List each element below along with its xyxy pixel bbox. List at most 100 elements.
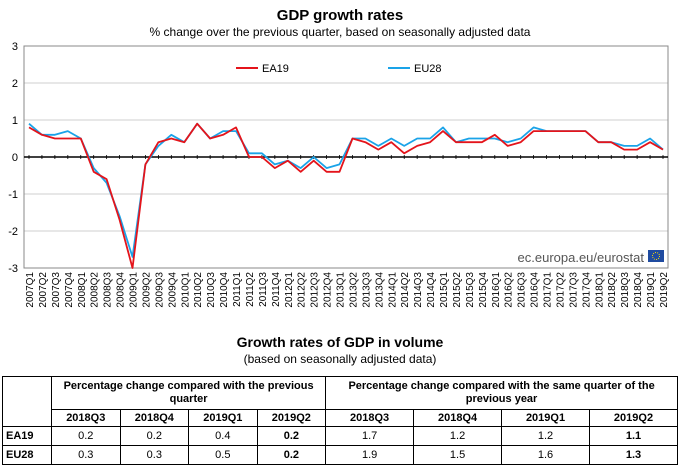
x-tick-label: 2015Q2 [452, 272, 463, 308]
x-tick-label: 2011Q3 [258, 272, 269, 307]
group-header-yoy: Percentage change compared with the same… [325, 376, 678, 410]
x-tick-label: 2007Q4 [64, 272, 75, 308]
x-tick-label: 2011Q1 [232, 272, 243, 307]
x-tick-label: 2019Q2 [659, 272, 670, 308]
table-cell: 1.2 [413, 426, 503, 446]
group-header-qoq: Percentage change compared with the prev… [50, 376, 327, 410]
x-tick-label: 2015Q4 [478, 272, 489, 308]
table-cell: 1.9 [325, 445, 415, 465]
table-cell: 0.4 [188, 426, 258, 446]
x-tick-label: 2018Q4 [633, 272, 644, 308]
x-tick-label: 2008Q2 [90, 272, 101, 308]
x-tick-label: 2018Q2 [607, 272, 618, 308]
table-cell: 1.5 [413, 445, 503, 465]
y-tick-label: 3 [12, 41, 18, 53]
x-tick-label: 2012Q3 [310, 272, 321, 308]
y-tick-label: 0 [12, 152, 18, 164]
row-label: EA19 [2, 426, 52, 446]
table-cell: 1.6 [501, 445, 590, 465]
table-cell: 1.7 [325, 426, 415, 446]
x-tick-label: 2012Q4 [323, 272, 334, 308]
eu-flag-icon [648, 250, 664, 262]
period-header: 2018Q4 [119, 409, 190, 427]
x-tick-label: 2012Q2 [297, 272, 308, 308]
x-tick-label: 2010Q3 [206, 272, 217, 308]
table-row: EA19 0.2 0.2 0.4 0.2 1.7 1.2 1.2 1.1 [2, 426, 678, 446]
x-tick-label: 2016Q2 [504, 272, 515, 308]
x-tick-label: 2014Q3 [413, 272, 424, 308]
period-header: 2018Q3 [325, 409, 415, 427]
x-tick-label: 2012Q1 [284, 272, 295, 308]
x-tick-label: 2013Q1 [336, 272, 347, 308]
period-header: 2019Q1 [501, 409, 590, 427]
table-cell: 0.2 [119, 426, 190, 446]
x-tick-label: 2009Q4 [167, 272, 178, 308]
x-tick-label: 2014Q2 [400, 272, 411, 308]
x-tick-label: 2018Q3 [620, 272, 631, 308]
legend: EA19 EU28 [236, 63, 442, 75]
x-tick-label: 2014Q1 [387, 272, 398, 308]
y-tick-label: 2 [12, 78, 18, 90]
x-tick-label: 2019Q1 [646, 272, 657, 308]
x-tick-label: 2011Q2 [245, 272, 256, 307]
chart-title: GDP growth rates [277, 7, 403, 24]
period-header: 2018Q3 [51, 409, 121, 427]
period-header: 2019Q2 [589, 409, 678, 427]
x-tick-label: 2013Q2 [348, 272, 359, 308]
x-tick-label: 2013Q4 [374, 272, 385, 308]
x-tick-label: 2010Q4 [219, 272, 230, 308]
series-line-ea19 [28, 122, 664, 269]
period-header: 2019Q2 [256, 409, 327, 427]
table-group-header-row: Percentage change compared with the prev… [2, 376, 678, 427]
table-cell: 1.2 [501, 426, 590, 446]
row-label: EU28 [2, 445, 52, 465]
x-tick-label: 2014Q4 [426, 272, 437, 308]
x-tick-label: 2007Q2 [38, 272, 49, 308]
x-tick-label: 2017Q1 [543, 272, 554, 308]
table-cell: 0.2 [256, 426, 327, 446]
x-tick-label: 2013Q3 [361, 272, 372, 308]
x-tick-label: 2007Q3 [51, 272, 62, 308]
legend-ea19-label: EA19 [262, 63, 289, 75]
x-tick-label: 2008Q1 [77, 272, 88, 308]
y-tick-label: -1 [8, 189, 18, 201]
period-header: 2019Q1 [188, 409, 258, 427]
x-tick-label: 2016Q3 [517, 272, 528, 308]
chart-subtitle: % change over the previous quarter, base… [150, 25, 531, 39]
table-cell: 0.2 [256, 445, 327, 465]
x-tick-label: 2008Q3 [103, 272, 114, 308]
table-period-header-row: 2018Q3 2018Q4 2019Q1 2019Q2 2018Q3 2018Q… [3, 409, 678, 427]
source-label: ec.europa.eu/eurostat [518, 250, 645, 265]
x-tick-label: 2016Q4 [530, 272, 541, 308]
table-cell: 0.3 [51, 445, 121, 465]
x-tick-label: 2009Q1 [129, 272, 140, 308]
gdp-growth-chart: GDP growth rates % change over the previ… [8, 7, 670, 308]
table-cell: 0.2 [51, 426, 121, 446]
table-cell: 1.3 [589, 445, 678, 465]
x-tick-label: 2015Q3 [465, 272, 476, 308]
x-tick-label: 2009Q3 [154, 272, 165, 308]
table-subtitle: (based on seasonally adjusted data) [243, 352, 437, 366]
x-tick-label: 2008Q4 [116, 272, 127, 308]
x-tick-label: 2011Q4 [271, 272, 282, 307]
x-tick-label: 2010Q2 [193, 272, 204, 308]
y-tick-label: -3 [8, 263, 18, 275]
x-tick-label: 2017Q2 [555, 272, 566, 308]
x-tick-label: 2009Q2 [141, 272, 152, 308]
table-cell: 1.1 [589, 426, 678, 446]
period-header: 2018Q4 [413, 409, 503, 427]
table-cell: 0.3 [119, 445, 190, 465]
x-tick-label: 2016Q1 [491, 272, 502, 308]
table-row: EU28 0.3 0.3 0.5 0.2 1.9 1.5 1.6 1.3 [2, 445, 678, 465]
x-tick-label: 2017Q3 [568, 272, 579, 308]
x-tick-label: 2010Q1 [180, 272, 191, 308]
y-tick-label: -2 [8, 226, 18, 238]
legend-eu28-label: EU28 [414, 63, 442, 75]
x-tick-label: 2018Q1 [594, 272, 605, 308]
x-tick-label: 2015Q1 [439, 272, 450, 308]
table-title: Growth rates of GDP in volume [236, 334, 444, 350]
growth-table: Percentage change compared with the prev… [2, 376, 678, 465]
x-tick-label: 2017Q4 [581, 272, 592, 308]
x-tick-label: 2007Q1 [25, 272, 36, 308]
y-tick-label: 1 [12, 115, 18, 127]
